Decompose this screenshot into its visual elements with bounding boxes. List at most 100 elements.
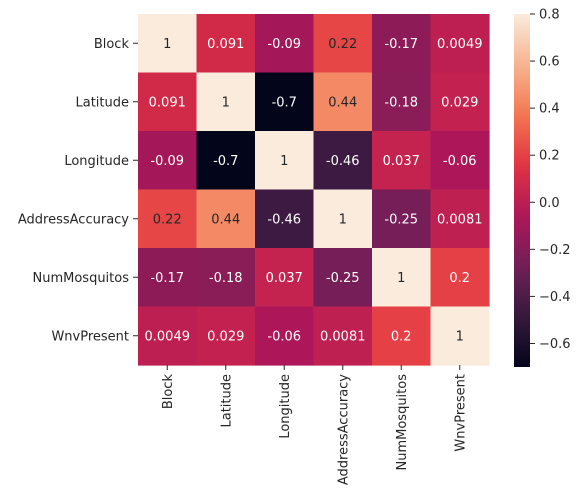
heatmap-cell-label-r1-c4: -0.18 [384,95,418,110]
heatmap-cell-label-r4-c1: -0.18 [209,271,243,286]
heatmap-cell-label-r3-c3: 1 [339,212,347,227]
heatmap-cell-r3-c1 [196,189,256,249]
heatmap-cell-label-r5-c1: 0.029 [207,329,244,344]
heatmap-cell-label-r3-c5: 0.0081 [437,212,483,227]
heatmap-cell-label-r2-c3: -0.46 [326,154,360,169]
heatmap-cell-r4-c0 [138,248,198,308]
heatmap-cell-r4-c3 [313,248,373,308]
colorbar-tick-label-0: 0.8 [539,8,560,23]
heatmap-cell-label-r5-c5: 1 [456,329,464,344]
heatmap-cell-label-r5-c2: -0.06 [267,329,301,344]
heatmap-cell-r1-c5 [430,72,490,132]
heatmap-cell-label-r4-c5: 0.2 [449,271,470,286]
heatmap-cell-r2-c5 [430,131,490,191]
heatmap-cell-r5-c1 [196,306,256,366]
colorbar-tick-label-4: 0.0 [539,196,560,211]
heatmap-cell-label-r4-c2: 0.037 [266,271,303,286]
heatmap-cell-label-r0-c0: 1 [163,37,171,52]
heatmap-cell-r0-c0 [138,14,198,74]
x-tick-label-2: Longitude [278,374,293,439]
heatmap-cell-r1-c3 [313,72,373,132]
heatmap-cell-label-r2-c1: -0.7 [213,154,238,169]
heatmap-cell-label-r0-c2: -0.09 [267,37,301,52]
heatmap-cell-r4-c4 [372,248,432,308]
heatmap-cell-label-r3-c4: -0.25 [384,212,418,227]
colorbar-tick-label-5: −0.2 [539,243,571,258]
heatmap-cell-r5-c4 [372,306,432,366]
heatmap-cell-r4-c2 [255,248,315,308]
heatmap-cell-r3-c4 [372,189,432,249]
heatmap-cell-label-r1-c2: -0.7 [272,95,297,110]
y-tick-label-4: NumMosquitos [33,271,130,286]
heatmap-cell-r1-c0 [138,72,198,132]
heatmap-cell-r5-c5 [430,306,490,366]
heatmap-cell-r2-c1 [196,131,256,191]
heatmap-cell-label-r1-c3: 0.44 [328,95,357,110]
heatmap-cell-label-r5-c4: 0.2 [391,329,412,344]
heatmap-cell-r0-c1 [196,14,256,74]
heatmap-cell-label-r0-c1: 0.091 [207,37,244,52]
heatmap-cell-label-r0-c3: 0.22 [328,37,357,52]
colorbar-tick-label-2: 0.4 [539,102,560,117]
heatmap-cell-r0-c4 [372,14,432,74]
y-tick-label-2: Longitude [64,154,129,169]
heatmap-cell-r3-c3 [313,189,373,249]
heatmap-cell-r5-c0 [138,306,198,366]
x-tick-label-4: NumMosquitos [395,374,410,471]
heatmap-cell-r4-c1 [196,248,256,308]
heatmap-cell-r5-c2 [255,306,315,366]
heatmap-cell-label-r5-c0: 0.0049 [145,329,191,344]
heatmap-cell-label-r4-c4: 1 [397,271,405,286]
heatmap-cell-r3-c2 [255,189,315,249]
heatmap-cell-r3-c0 [138,189,198,249]
heatmap-cell-r4-c5 [430,248,490,308]
heatmap-cell-r2-c4 [372,131,432,191]
heatmap-cell-label-r1-c0: 0.091 [149,95,186,110]
colorbar: 0.8 0.6 0.4 0.2 0.0 −0.2 −0.4 −0.6 [514,8,571,367]
heatmap-cell-label-r4-c0: -0.17 [150,271,184,286]
heatmap-cell-r0-c2 [255,14,315,74]
x-tick-label-5: WnvPresent [453,374,468,452]
heatmap-cell-r3-c5 [430,189,490,249]
heatmap-cell-r5-c3 [313,306,373,366]
y-tick-label-1: Latitude [75,95,129,110]
heatmap-cell-label-r0-c5: 0.0049 [437,37,483,52]
heatmap-cell-label-r1-c1: 1 [222,95,230,110]
heatmap-cell-r1-c1 [196,72,256,132]
colorbar-tick-label-7: −0.6 [539,337,571,352]
heatmap-cell-label-r3-c0: 0.22 [153,212,182,227]
y-tick-label-0: Block [94,37,130,52]
colorbar-tick-label-3: 0.2 [539,149,560,164]
x-axis: Block Latitude Longitude AddressAccuracy Num… [161,365,468,485]
heatmap-cells [138,14,490,366]
y-tick-label-3: AddressAccuracy [18,212,129,227]
x-tick-label-3: AddressAccuracy [336,374,351,485]
heatmap-cell-label-r2-c4: 0.037 [383,154,420,169]
y-tick-label-5: WnvPresent [51,329,129,344]
heatmap-cell-r0-c3 [313,14,373,74]
heatmap-annotations: 1 0.091 -0.09 0.22 -0.17 0.0049 0.091 1 -0.7 0.44… [145,37,483,345]
heatmap-cell-label-r4-c3: -0.25 [326,271,360,286]
y-axis: Block Latitude Longitude AddressAccuracy Num… [18,37,138,344]
heatmap-cell-r1-c2 [255,72,315,132]
heatmap-cell-r2-c3 [313,131,373,191]
heatmap-cell-r0-c5 [430,14,490,74]
heatmap-cell-label-r5-c3: 0.0081 [320,329,366,344]
heatmap-cell-label-r2-c0: -0.09 [150,154,184,169]
heatmap-cell-label-r0-c4: -0.17 [384,37,418,52]
heatmap-cell-r2-c2 [255,131,315,191]
heatmap-cell-r2-c0 [138,131,198,191]
colorbar-gradient [514,14,530,367]
colorbar-tick-label-6: −0.4 [539,290,571,305]
x-tick-label-1: Latitude [219,374,234,428]
heatmap-cell-label-r2-c2: 1 [280,154,288,169]
heatmap-cell-label-r3-c1: 0.44 [211,212,240,227]
heatmap-cell-r1-c4 [372,72,432,132]
heatmap-cell-label-r2-c5: -0.06 [443,154,477,169]
colorbar-tick-label-1: 0.6 [539,55,560,70]
heatmap-cell-label-r3-c2: -0.46 [267,212,301,227]
heatmap-cell-label-r1-c5: 0.029 [441,95,478,110]
x-tick-label-0: Block [161,374,176,410]
